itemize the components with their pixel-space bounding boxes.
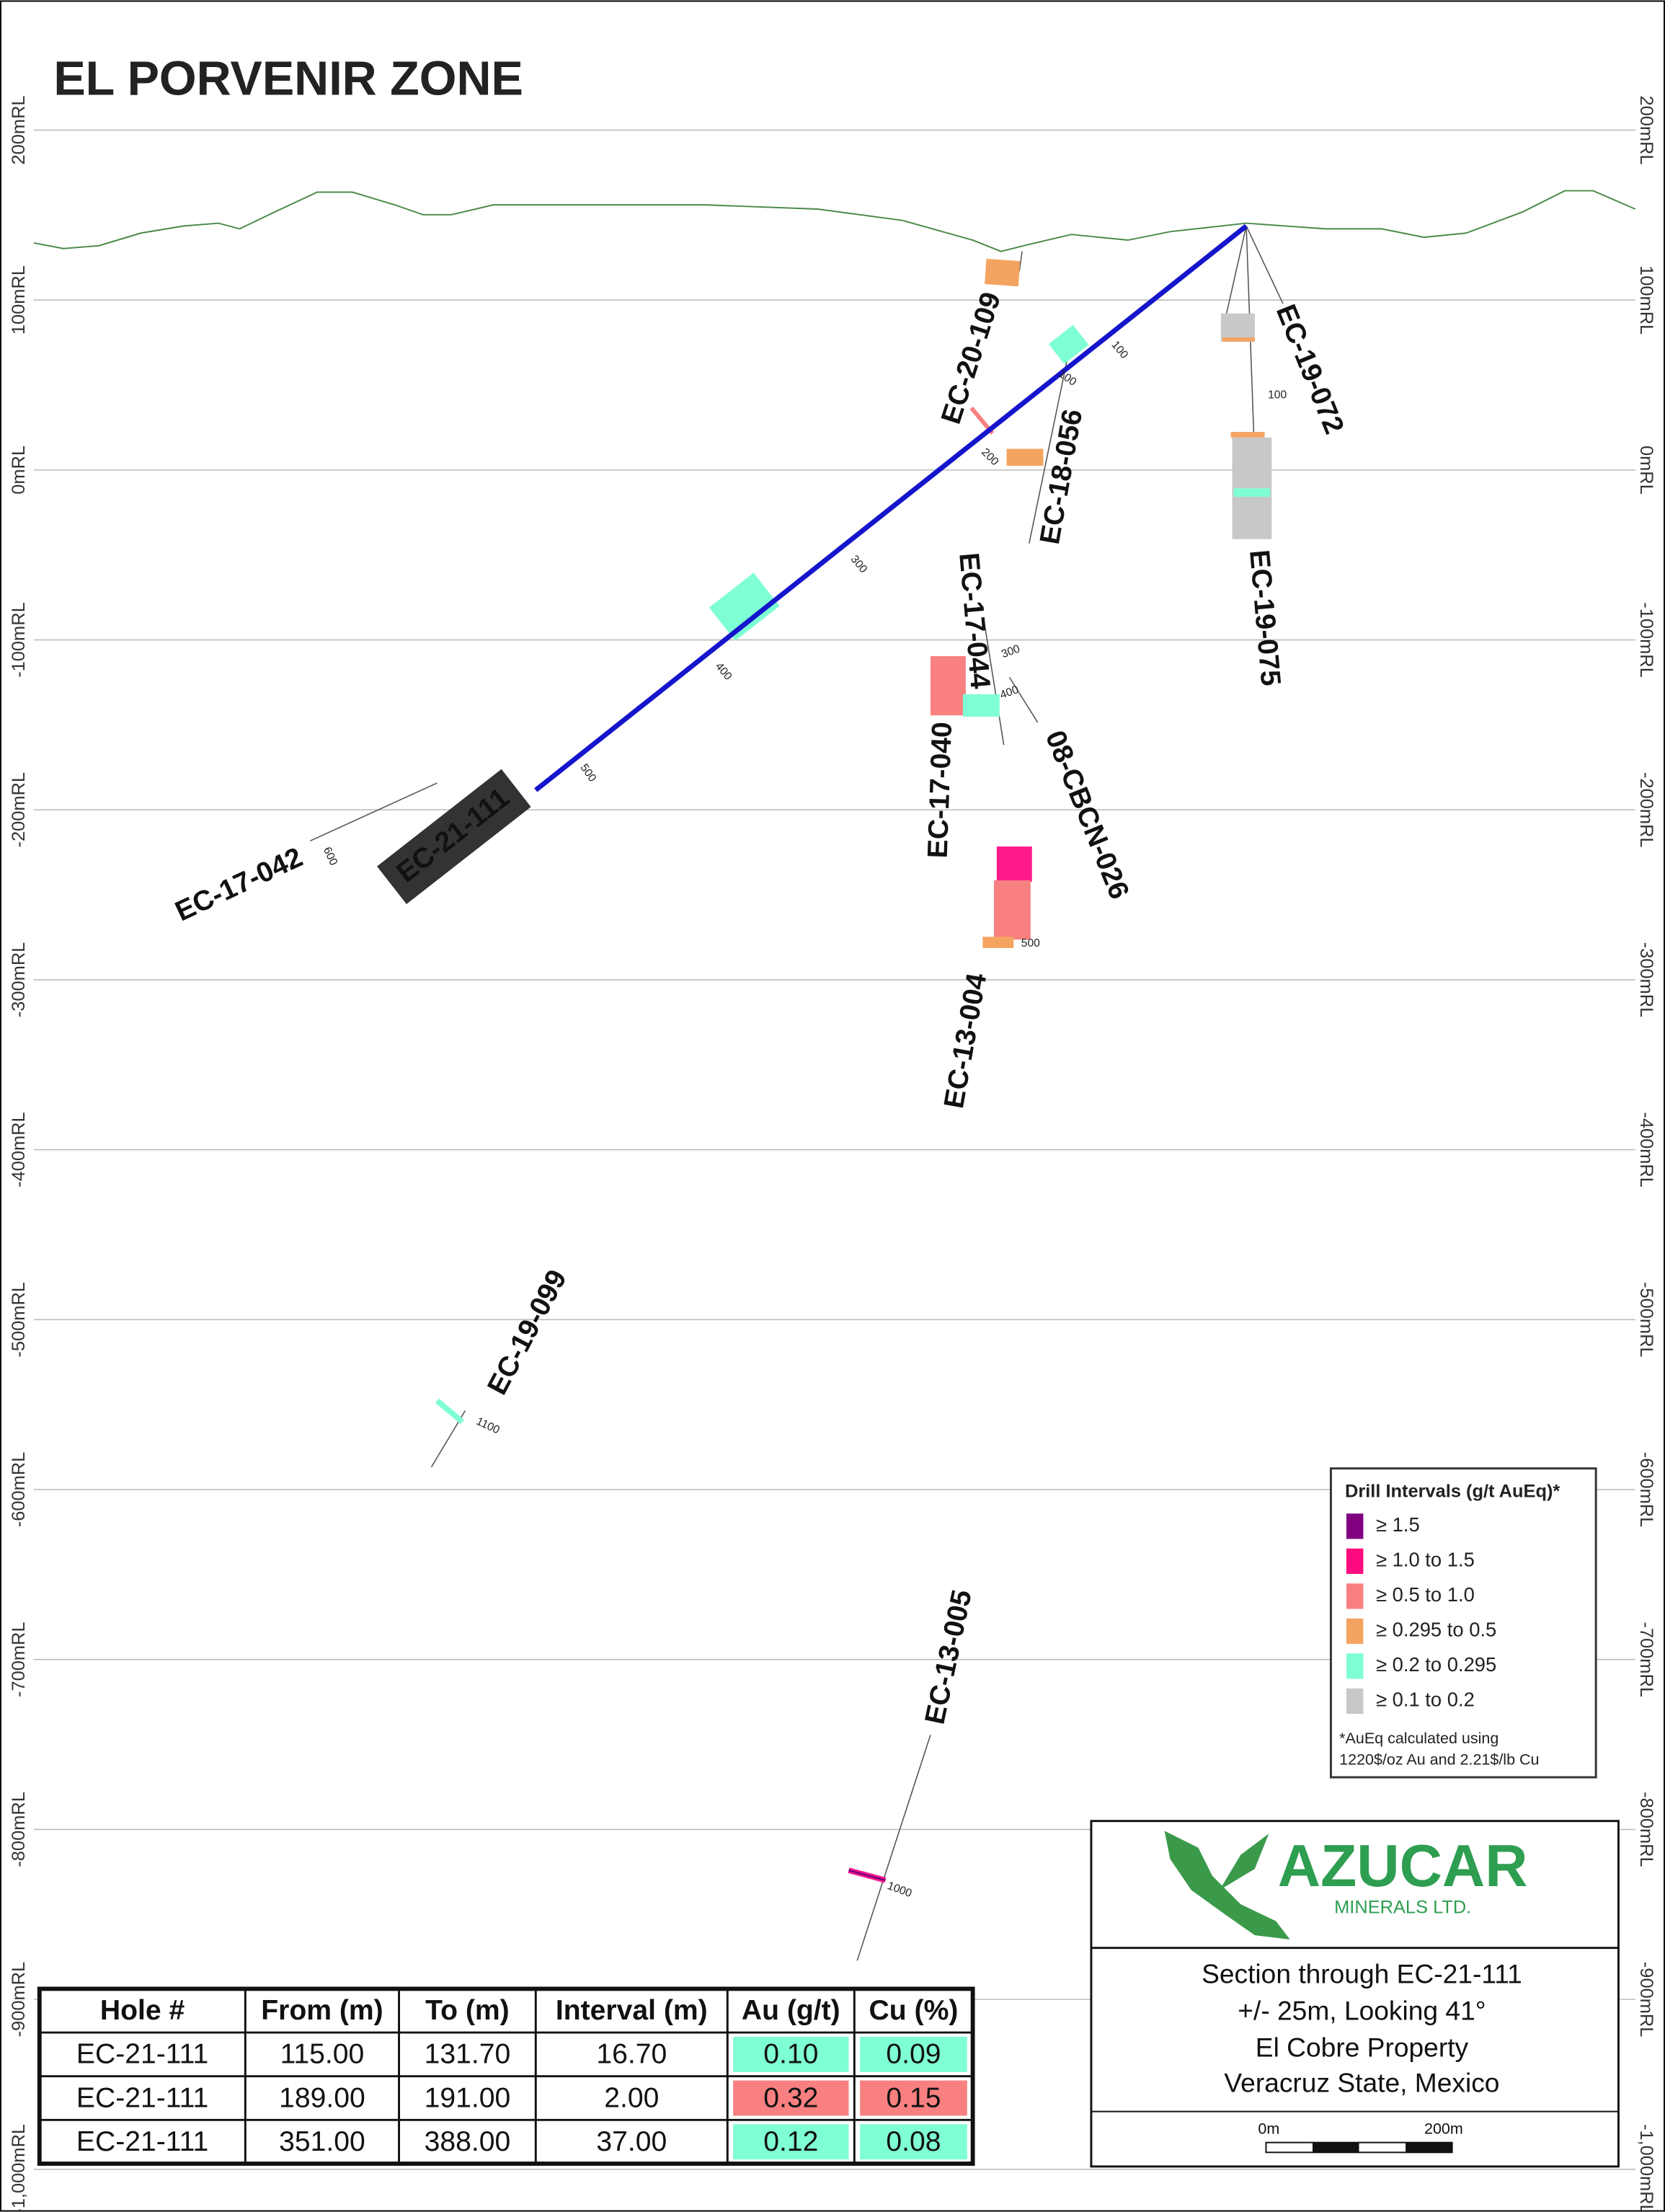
- elevation-label: -900mRL: [9, 1962, 29, 2038]
- table-cell: [860, 2080, 967, 2116]
- scale-end: 200m: [1424, 2120, 1463, 2138]
- table-cell-text: 388.00: [425, 2126, 511, 2157]
- elevation-label: -400mRL: [9, 1112, 29, 1187]
- table-header: Hole #: [100, 1995, 185, 2026]
- logo-name: AZUCAR: [1278, 1833, 1528, 1899]
- elevation-label: -800mRL: [9, 1792, 29, 1867]
- table-cell: [860, 2036, 967, 2072]
- table-header: From (m): [261, 1995, 383, 2026]
- caption: Section through EC-21-111: [1202, 1959, 1522, 1989]
- legend: Drill Intervals (g/t AuEq)* *AuEq calcul…: [1329, 1467, 1597, 1779]
- grid: 200mRL 200mRL 100mRL 100mRL 0mRL 0mRL -100mRL -…: [9, 95, 1656, 2212]
- elevation-label: -200mRL: [9, 772, 29, 847]
- legend-item: ≥ 0.5 to 1.0: [1376, 1583, 1475, 1606]
- legend-swatch: [1346, 1548, 1364, 1574]
- legend-item: ≥ 1.0 to 1.5: [1376, 1549, 1475, 1571]
- legend-title: Drill Intervals (g/t AuEq)*: [1345, 1482, 1560, 1502]
- table-cell-text: 37.00: [596, 2126, 667, 2157]
- table-cell-text: 189.00: [279, 2082, 365, 2113]
- elevation-label: -200mRL: [1636, 772, 1656, 847]
- elevation-label: -100mRL: [1636, 602, 1656, 677]
- table-cell-text: EC-21-111: [76, 2126, 208, 2157]
- scale-start: 0m: [1258, 2120, 1279, 2138]
- hole-label-box: [377, 769, 531, 905]
- legend-swatch: [1346, 1583, 1364, 1609]
- legend-note: 1220$/oz Au and 2.21$/lb Cu: [1339, 1751, 1539, 1768]
- depth-mark: 100: [1268, 389, 1287, 401]
- table-cell-text: 351.00: [279, 2126, 365, 2157]
- elevation-label: 0mRL: [9, 446, 29, 495]
- table-cell-text: 0.12: [763, 2126, 818, 2157]
- ec-21-111-trace: [534, 224, 1248, 792]
- elevation-label: 0mRL: [1636, 446, 1656, 495]
- table-header: Interval (m): [556, 1995, 708, 2026]
- legend-item: ≥ 0.2 to 0.295: [1376, 1653, 1496, 1676]
- table-header: Au (g/t): [742, 1995, 840, 2026]
- table-cell-text: 2.00: [604, 2082, 659, 2113]
- legend-item: ≥ 0.295 to 0.5: [1376, 1619, 1496, 1641]
- table-header: Cu (%): [869, 1995, 959, 2026]
- table-cell-text: 131.70: [425, 2039, 511, 2070]
- legend-item: ≥ 1.5: [1376, 1513, 1420, 1536]
- table-cell: [860, 2124, 967, 2160]
- caption: Veracruz State, Mexico: [1224, 2067, 1499, 2097]
- table-border: [37, 1986, 975, 2166]
- table-header: To (m): [425, 1995, 510, 2026]
- legend-item: ≥ 0.1 to 0.2: [1376, 1689, 1475, 1711]
- elevation-label: -300mRL: [9, 942, 29, 1017]
- table-cell-text: 0.32: [763, 2082, 818, 2113]
- table-cell-text: 0.09: [886, 2039, 941, 2070]
- elevation-label: 200mRL: [1636, 95, 1656, 164]
- table-cell: [733, 2036, 849, 2072]
- table-cell: [733, 2124, 849, 2160]
- hole-label: EC-17-040: [923, 722, 959, 859]
- table-cell-text: 0.15: [886, 2082, 941, 2113]
- depth-mark: 500: [1021, 937, 1040, 950]
- elevation-label: -600mRL: [1636, 1452, 1656, 1527]
- legend-swatch: [1346, 1688, 1364, 1715]
- elevation-label: -800mRL: [1636, 1792, 1656, 1867]
- table-cell: [733, 2080, 849, 2116]
- legend-note: *AuEq calculated using: [1339, 1730, 1498, 1747]
- logo-box: AZUCAR MINERALS LTD. Section through EC-…: [1090, 1820, 1620, 2168]
- table-cell-text: 0.08: [886, 2126, 941, 2157]
- table-cell-text: EC-21-111: [76, 2039, 208, 2070]
- elevation-label: -500mRL: [9, 1282, 29, 1357]
- logo-subtitle: MINERALS LTD.: [1334, 1898, 1471, 1918]
- table-cell-text: 16.70: [596, 2039, 667, 2070]
- title: EL PORVENIR ZONE: [53, 53, 523, 106]
- elevation-label: 100mRL: [9, 265, 29, 335]
- results-table: Hole # From (m) To (m) Interval (m) Au (g/t)…: [37, 1986, 975, 2166]
- elevation-label: -900mRL: [1636, 1962, 1656, 2037]
- elevation-label: -700mRL: [9, 1622, 29, 1697]
- legend-swatch: [1346, 1513, 1364, 1539]
- legend-swatch: [1346, 1653, 1364, 1679]
- table-cell-text: 0.10: [763, 2039, 818, 2070]
- elevation-label: -700mRL: [1636, 1622, 1656, 1696]
- elevation-label: -600mRL: [9, 1452, 29, 1528]
- elevation-label: -400mRL: [1636, 1112, 1656, 1187]
- elevation-label: 200mRL: [9, 95, 29, 164]
- table-cell-text: EC-21-111: [76, 2082, 208, 2113]
- elevation-label: -1,000mRL: [1636, 2124, 1656, 2212]
- elevation-label: -500mRL: [1636, 1282, 1656, 1357]
- logo-mark: [1164, 1831, 1290, 1939]
- topography: [33, 190, 1636, 252]
- elevation-label: -100mRL: [9, 602, 29, 678]
- table-cell-text: 191.00: [425, 2082, 511, 2113]
- caption: +/- 25m, Looking 41°: [1238, 1996, 1486, 2026]
- elevation-label: 100mRL: [1636, 265, 1656, 335]
- caption: El Cobre Property: [1256, 2032, 1469, 2062]
- legend-swatch: [1346, 1618, 1364, 1645]
- table-cell-text: 115.00: [280, 2039, 365, 2070]
- elevation-label: -300mRL: [1636, 942, 1656, 1017]
- elevation-label: -1,000mRL: [9, 2124, 29, 2212]
